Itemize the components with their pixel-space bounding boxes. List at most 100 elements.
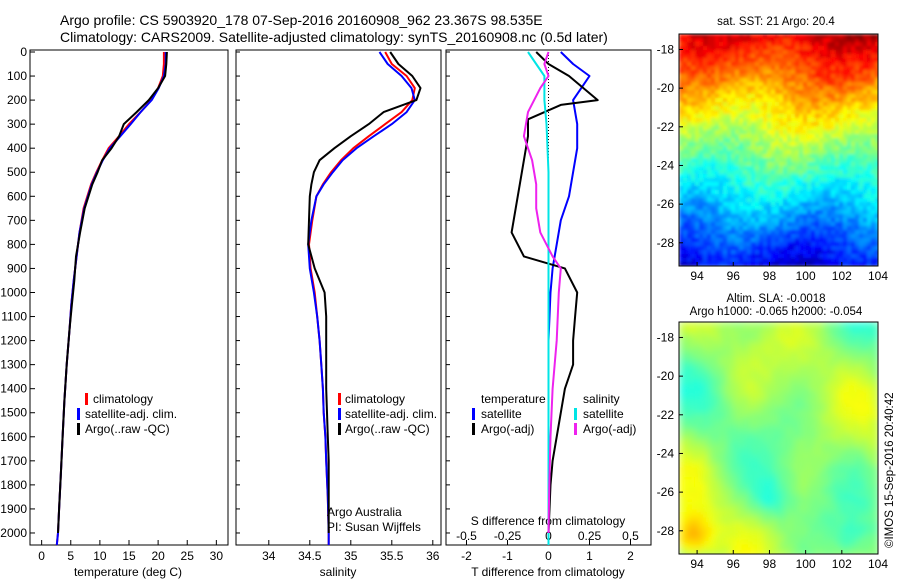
sla-map-title-2: Argo h1000: -0.065 h2000: -0.054 bbox=[690, 306, 863, 318]
depth-tick-label: 300 bbox=[7, 117, 27, 131]
legend-title-temperature: temperature bbox=[481, 392, 546, 406]
map-x-tick-label: 100 bbox=[796, 269, 816, 283]
x-tick-label: 10 bbox=[93, 549, 107, 563]
map-y-tick-label: -18 bbox=[657, 42, 675, 56]
x-tick-label: 1 bbox=[586, 549, 593, 563]
salinity-legend: climatology satellite-adj. clim. Argo(..… bbox=[338, 392, 437, 436]
map-y-tick-label: -26 bbox=[657, 485, 675, 499]
map-y-tick-label: -24 bbox=[657, 446, 675, 460]
depth-tick-label: 800 bbox=[7, 237, 27, 251]
depth-tick-label: 600 bbox=[7, 189, 27, 203]
depth-tick-label: 900 bbox=[7, 261, 27, 275]
x-tick-label: 35.5 bbox=[380, 549, 404, 563]
map-x-tick-label: 100 bbox=[796, 557, 816, 571]
map-y-tick-label: -28 bbox=[657, 236, 675, 250]
legend-label-argo: Argo(..raw -QC) bbox=[345, 422, 430, 436]
map-x-tick-label: 102 bbox=[832, 269, 852, 283]
depth-tick-label: 1900 bbox=[0, 502, 27, 516]
series-line-argo-raw-qc- bbox=[307, 51, 422, 533]
map-x-tick-label: 102 bbox=[832, 557, 852, 571]
s-tick-label: 0.5 bbox=[622, 529, 639, 543]
salinity-annotation-1: Argo Australia bbox=[327, 505, 402, 519]
depth-tick-label: 400 bbox=[7, 141, 27, 155]
legend-label-temp-argo: Argo(-adj) bbox=[481, 422, 534, 436]
x-tick-label: 25 bbox=[181, 549, 195, 563]
x-tick-label: 2 bbox=[627, 549, 634, 563]
x-tick-label: -1 bbox=[502, 549, 513, 563]
depth-tick-label: 700 bbox=[7, 213, 27, 227]
x-tick-label: -2 bbox=[461, 549, 472, 563]
map-y-tick-label: -22 bbox=[657, 408, 675, 422]
depth-tick-label: 0 bbox=[20, 45, 27, 59]
salinity-x-label: salinity bbox=[320, 565, 357, 579]
legend-label-climatology: climatology bbox=[93, 392, 153, 406]
series-line-satellite-adj-clim- bbox=[307, 51, 416, 545]
series-line-salinity-satellite bbox=[527, 51, 550, 545]
legend-swatch-climatology bbox=[85, 393, 88, 405]
map-x-tick-label: 96 bbox=[727, 557, 741, 571]
legend-title-salinity: salinity bbox=[583, 392, 620, 406]
sla-map bbox=[679, 322, 878, 554]
map-x-tick-label: 94 bbox=[690, 269, 704, 283]
difference-series bbox=[510, 51, 599, 545]
series-line-temperature-argo-adj- bbox=[510, 51, 599, 534]
map-x-tick-label: 94 bbox=[690, 557, 704, 571]
legend-swatch-satellite bbox=[77, 408, 80, 420]
map-y-tick-label: -26 bbox=[657, 197, 675, 211]
x-tick-label: 15 bbox=[122, 549, 136, 563]
legend-label-sal-argo: Argo(-adj) bbox=[583, 422, 636, 436]
temperature-x-label: temperature (deg C) bbox=[74, 565, 182, 579]
depth-tick-label: 1500 bbox=[0, 406, 27, 420]
salinity-x-axis: 34 34.5 35 35.5 36 bbox=[262, 540, 440, 563]
sst-map-title: sat. SST: 21 Argo: 20.4 bbox=[717, 16, 835, 28]
legend-swatch-satellite bbox=[338, 408, 341, 420]
legend-swatch-temp-argo bbox=[472, 423, 475, 435]
map-x-tick-label: 98 bbox=[763, 269, 777, 283]
map-y-tick-label: -20 bbox=[657, 369, 675, 383]
depth-axis: 0 100 200 300 400 500 600 700 800 900 1000 1100 1200… bbox=[0, 45, 450, 540]
series-line-argo-raw-qc- bbox=[57, 51, 168, 534]
map-y-tick-label: -24 bbox=[657, 158, 675, 172]
series-line-temperature-satellite bbox=[547, 51, 591, 545]
map-x-tick-label: 104 bbox=[868, 269, 888, 283]
x-tick-label: 0 bbox=[545, 549, 552, 563]
s-tick-label: -0.25 bbox=[494, 529, 522, 543]
map-x-tick-label: 98 bbox=[763, 557, 777, 571]
depth-tick-label: 1200 bbox=[0, 334, 27, 348]
x-tick-label: 30 bbox=[210, 549, 224, 563]
depth-tick-label: 200 bbox=[7, 93, 27, 107]
sla-map-title-1: Altim. SLA: -0.0018 bbox=[726, 293, 825, 305]
temperature-legend: climatology satellite-adj. clim. Argo(..… bbox=[77, 392, 177, 436]
depth-tick-label: 1400 bbox=[0, 382, 27, 396]
legend-swatch-sal-satellite bbox=[574, 408, 577, 420]
credit-text: ©IMOS 15-Sep-2016 20:40:42 bbox=[884, 392, 896, 548]
x-tick-label: 35 bbox=[344, 549, 358, 563]
sla-map-axes: 94 96 98 100 102 104 -18 -20 -22 -24 -26 -28 bbox=[657, 330, 889, 571]
temperature-x-axis: 0 5 10 15 20 25 30 bbox=[38, 540, 223, 563]
salinity-panel-frame bbox=[235, 49, 442, 546]
legend-swatch-sal-argo bbox=[574, 423, 577, 435]
legend-label-satellite: satellite-adj. clim. bbox=[345, 407, 437, 421]
x-tick-label: 36 bbox=[426, 549, 440, 563]
series-line-salinity-argo-adj- bbox=[522, 51, 562, 534]
depth-tick-label: 1300 bbox=[0, 358, 27, 372]
legend-swatch-climatology bbox=[338, 393, 341, 405]
salinity-annotation-2: PI: Susan Wijffels bbox=[327, 520, 421, 534]
sst-map-frame bbox=[678, 33, 879, 267]
map-y-tick-label: -22 bbox=[657, 120, 675, 134]
legend-swatch-temp-satellite bbox=[472, 408, 475, 420]
s-tick-label: -0.5 bbox=[456, 529, 477, 543]
map-y-tick-label: -28 bbox=[657, 524, 675, 538]
map-x-tick-label: 104 bbox=[868, 557, 888, 571]
s-tick-label: 0.25 bbox=[578, 529, 602, 543]
legend-label-climatology: climatology bbox=[345, 392, 405, 406]
depth-tick-label: 1700 bbox=[0, 454, 27, 468]
legend-swatch-argo bbox=[77, 423, 80, 435]
map-y-tick-label: -20 bbox=[657, 81, 675, 95]
depth-tick-label: 100 bbox=[7, 69, 27, 83]
depth-tick-label: 1000 bbox=[0, 285, 27, 299]
sst-map-axes: 94 96 98 100 102 104 -18 -20 -22 -24 -26 -28 bbox=[657, 42, 889, 283]
x-tick-label: 34.5 bbox=[298, 549, 322, 563]
x-tick-label: 5 bbox=[67, 549, 74, 563]
